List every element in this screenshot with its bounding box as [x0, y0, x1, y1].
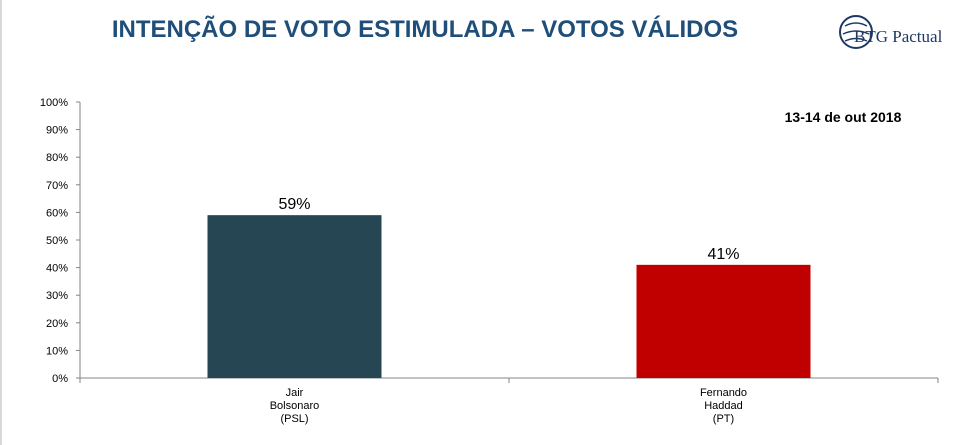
y-tick-label: 100% [40, 97, 68, 109]
bar-1 [636, 264, 811, 378]
y-tick-label: 70% [46, 180, 68, 192]
btg-logo-icon [839, 15, 873, 49]
data-label: 41% [707, 246, 739, 263]
category-label: Haddad [704, 400, 743, 412]
category-label: Jair [286, 387, 304, 399]
y-tick-label: 80% [46, 152, 68, 164]
bar-0 [207, 215, 382, 378]
y-tick-label: 60% [46, 207, 68, 219]
category-label: (PT) [713, 413, 734, 425]
y-tick-label: 30% [46, 290, 68, 302]
logo-text: BTG Pactual [854, 27, 943, 46]
data-label: 59% [278, 196, 310, 213]
y-tick-label: 0% [52, 373, 68, 385]
left-border [0, 0, 2, 445]
category-label: Bolsonaro [270, 400, 320, 412]
category-label: Fernando [700, 387, 747, 399]
y-tick-label: 90% [46, 125, 68, 137]
y-tick-label: 50% [46, 235, 68, 247]
y-tick-label: 40% [46, 263, 68, 275]
date-annotation: 13-14 de out 2018 [785, 109, 902, 125]
y-tick-label: 10% [46, 345, 68, 357]
y-tick-label: 20% [46, 318, 68, 330]
category-label: (PSL) [280, 413, 308, 425]
page-title: INTENÇÃO DE VOTO ESTIMULADA – VOTOS VÁLI… [111, 16, 739, 43]
